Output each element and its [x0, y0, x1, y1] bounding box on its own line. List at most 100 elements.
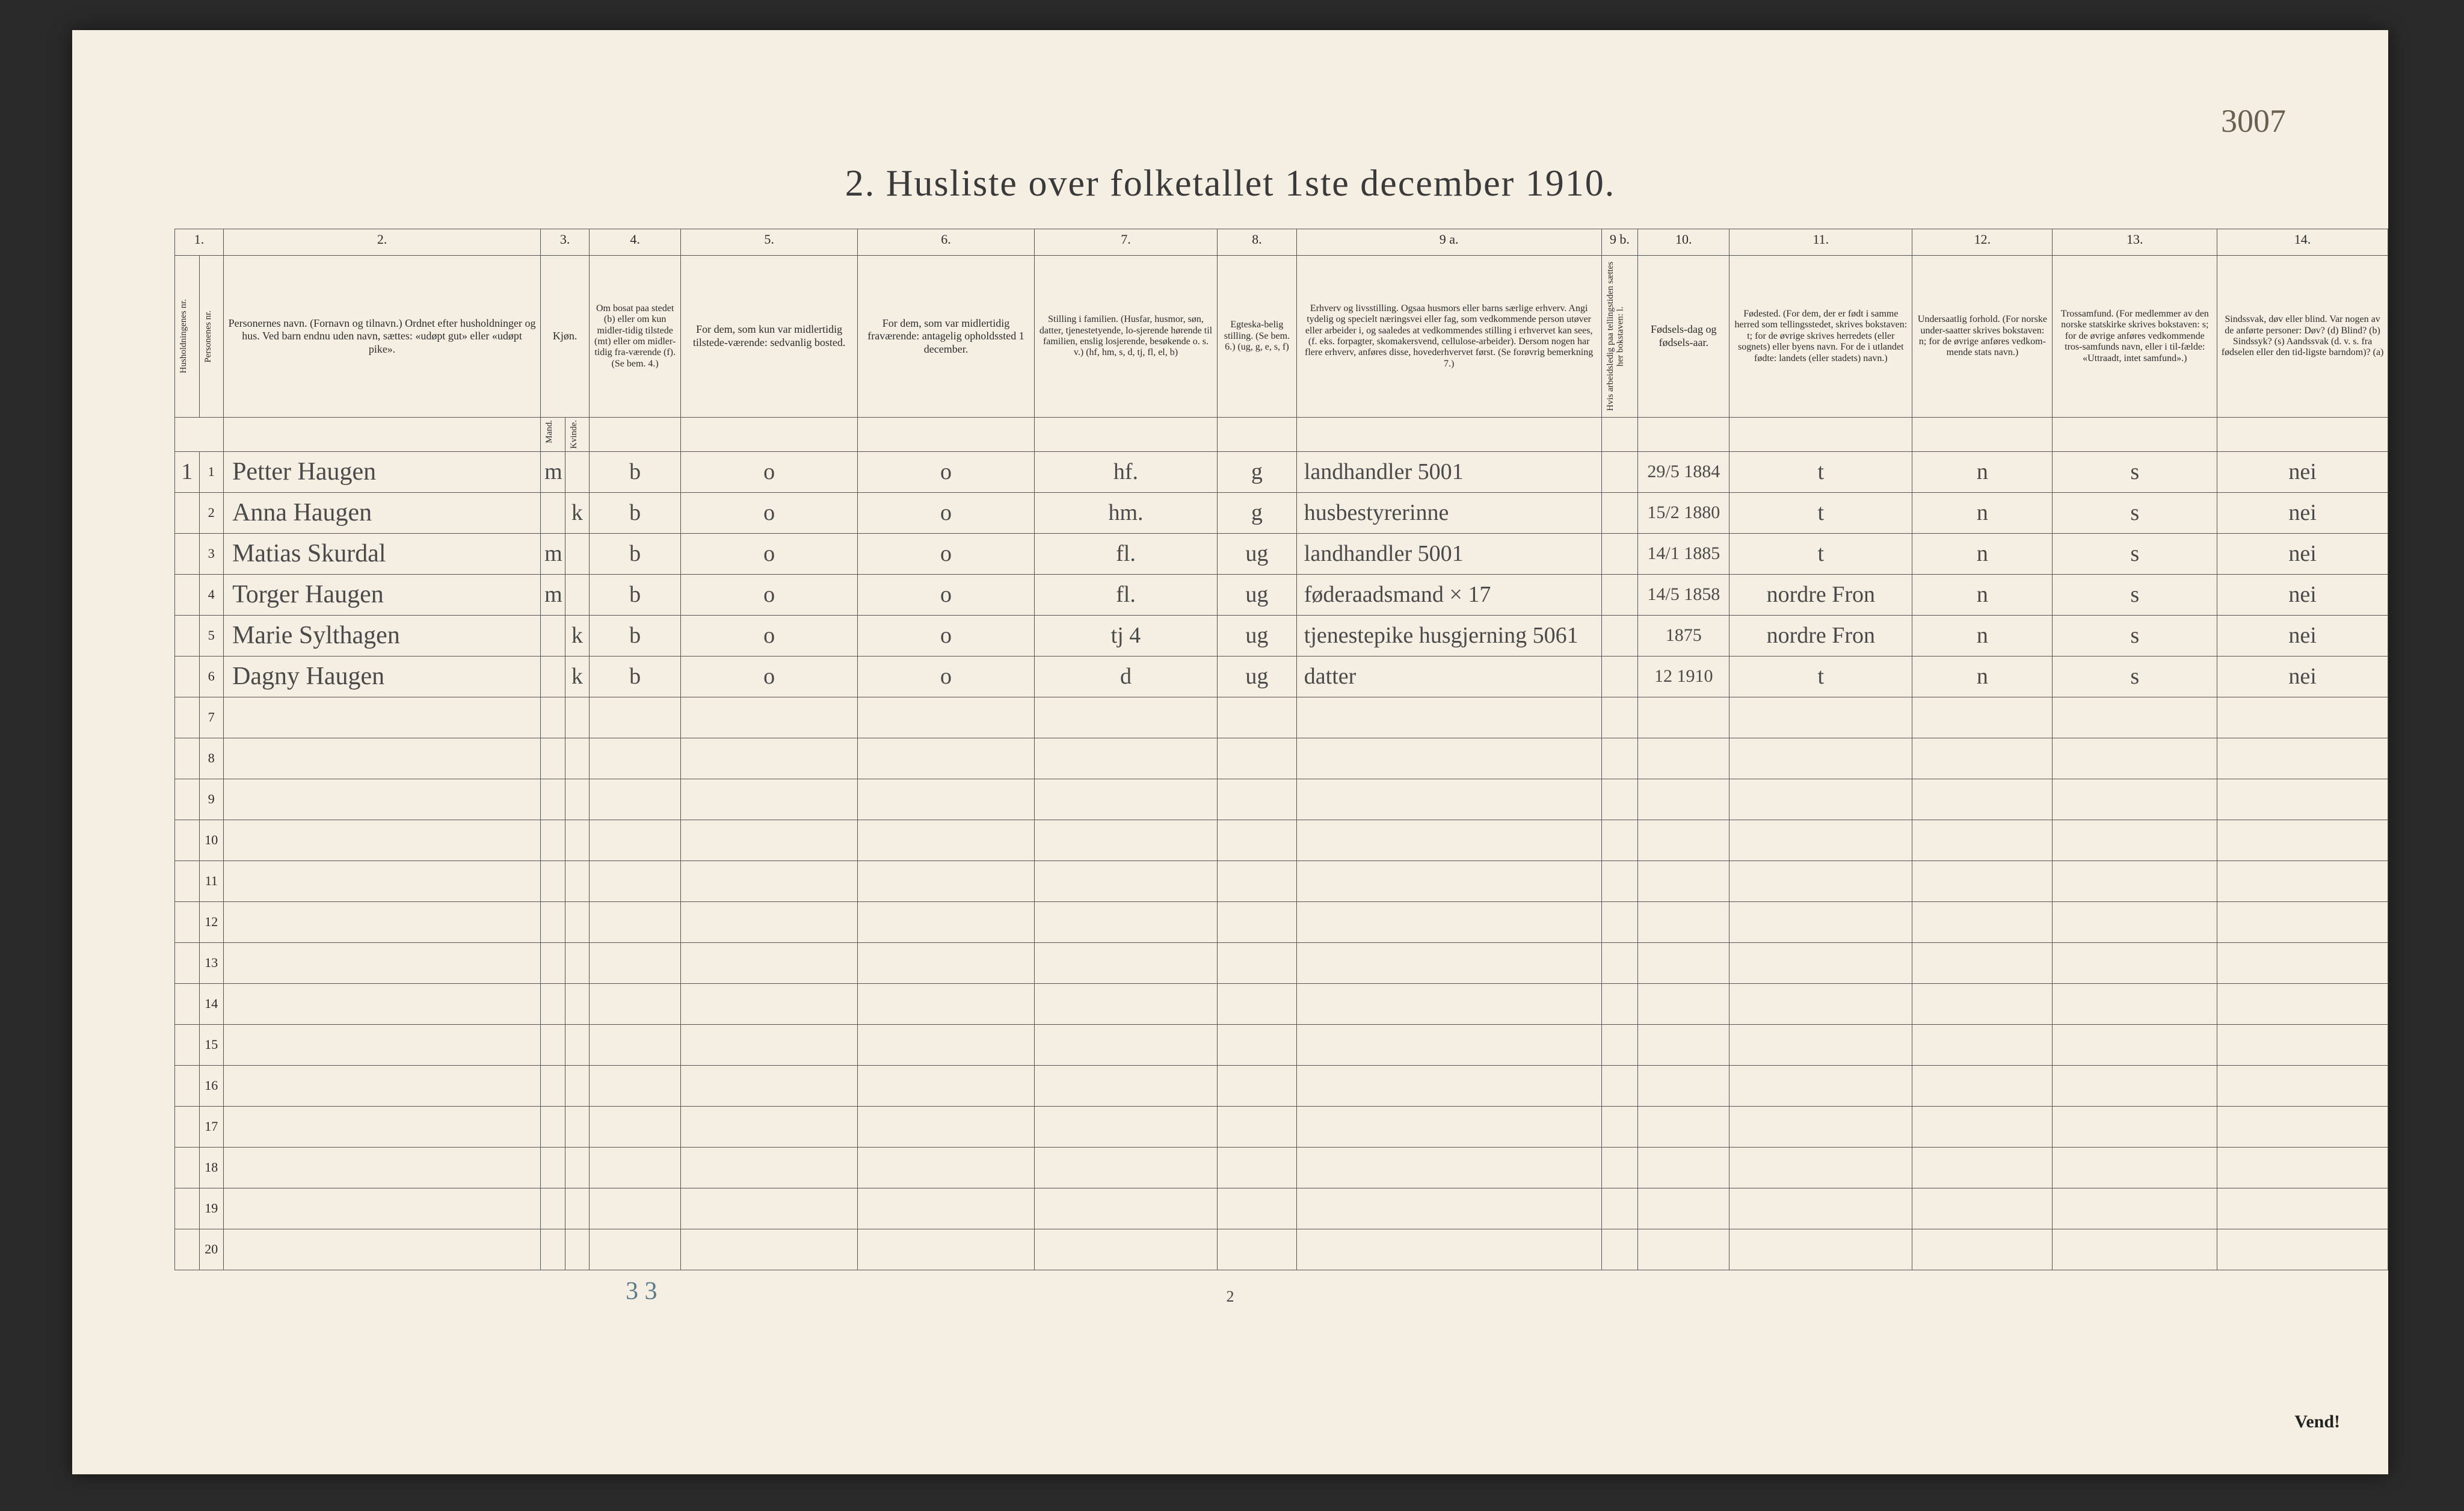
cell-name: Marie Sylthagen [224, 615, 541, 656]
cell-c8 [1218, 820, 1297, 861]
cell-hnr [175, 1147, 200, 1188]
cell-name [224, 1024, 541, 1065]
cell-mand [541, 656, 565, 697]
cell-tros: s [2053, 451, 2217, 492]
cell-c8 [1218, 1106, 1297, 1147]
hdr-sindssvak: Sindssvak, døv eller blind. Var nogen av… [2217, 256, 2388, 418]
colnum-9a: 9 a. [1296, 229, 1601, 256]
sub-blank-11 [1729, 418, 1912, 452]
cell-fodsel [1638, 861, 1729, 901]
cell-c6: o [858, 615, 1035, 656]
cell-hnr [175, 901, 200, 942]
cell-fodsel [1638, 1065, 1729, 1106]
cell-kvinde [565, 1229, 590, 1270]
hdr-bosat: Om bosat paa stedet (b) eller om kun mid… [590, 256, 681, 418]
cell-c6 [858, 697, 1035, 738]
cell-kvinde: k [565, 492, 590, 533]
cell-fodested [1729, 779, 1912, 820]
cell-name [224, 820, 541, 861]
cell-fodested [1729, 738, 1912, 779]
cell-c5 [681, 738, 858, 779]
cell-hnr [175, 533, 200, 574]
cell-undersaat: n [1912, 451, 2053, 492]
cell-c9b [1601, 861, 1638, 901]
column-subheader-row: Mand. Kvinde. [175, 418, 2388, 452]
cell-erhverv [1296, 820, 1601, 861]
cell-pnr: 1 [199, 451, 224, 492]
cell-c8: ug [1218, 533, 1297, 574]
cell-bosat [590, 1024, 681, 1065]
column-number-row: 1. 2. 3. 4. 5. 6. 7. 8. 9 a. 9 b. 10. 11… [175, 229, 2388, 256]
cell-pnr: 10 [199, 820, 224, 861]
cell-fodsel [1638, 820, 1729, 861]
cell-c7 [1034, 1106, 1217, 1147]
cell-bosat [590, 1229, 681, 1270]
cell-name: Matias Skurdal [224, 533, 541, 574]
cell-undersaat: n [1912, 656, 2053, 697]
cell-sindssvak [2217, 983, 2388, 1024]
cell-sindssvak [2217, 861, 2388, 901]
cell-mand [541, 1024, 565, 1065]
cell-tros [2053, 1147, 2217, 1188]
cell-fodested [1729, 1106, 1912, 1147]
cell-c5: o [681, 533, 858, 574]
cell-fodsel [1638, 738, 1729, 779]
cell-sindssvak [2217, 1147, 2388, 1188]
cell-kvinde [565, 820, 590, 861]
sub-blank-14 [2217, 418, 2388, 452]
cell-undersaat [1912, 1147, 2053, 1188]
cell-c8 [1218, 1065, 1297, 1106]
cell-pnr: 4 [199, 574, 224, 615]
footer-page-number: 2 [1227, 1288, 1234, 1306]
cell-mand [541, 942, 565, 983]
cell-pnr: 8 [199, 738, 224, 779]
cell-tros [2053, 901, 2217, 942]
sub-blank-4 [590, 418, 681, 452]
cell-fodsel [1638, 697, 1729, 738]
cell-undersaat: n [1912, 574, 2053, 615]
cell-name [224, 901, 541, 942]
cell-kvinde [565, 738, 590, 779]
cell-c6 [858, 820, 1035, 861]
cell-tros [2053, 1188, 2217, 1229]
cell-undersaat [1912, 1065, 2053, 1106]
cell-c9b [1601, 820, 1638, 861]
cell-tros [2053, 1229, 2217, 1270]
cell-mand: m [541, 533, 565, 574]
sub-blank-12 [1912, 418, 2053, 452]
table-header: 1. 2. 3. 4. 5. 6. 7. 8. 9 a. 9 b. 10. 11… [175, 229, 2388, 452]
sub-blank-2 [224, 418, 541, 452]
table-row: 11Petter Haugenmboohf.glandhandler 50012… [175, 451, 2388, 492]
sub-blank-1 [175, 418, 224, 452]
footer-tally: 3 3 [626, 1277, 658, 1306]
cell-c5 [681, 1188, 858, 1229]
cell-name [224, 738, 541, 779]
cell-erhverv: datter [1296, 656, 1601, 697]
cell-c8 [1218, 983, 1297, 1024]
hdr-erhverv: Erhverv og livsstilling. Ogsaa husmors e… [1296, 256, 1601, 418]
cell-fodested [1729, 1147, 1912, 1188]
top-right-annotation: 3007 [2221, 102, 2286, 140]
cell-c5 [681, 901, 858, 942]
cell-undersaat [1912, 820, 2053, 861]
cell-bosat [590, 1188, 681, 1229]
cell-mand [541, 615, 565, 656]
cell-kvinde [565, 779, 590, 820]
cell-undersaat [1912, 779, 2053, 820]
cell-c6 [858, 1024, 1035, 1065]
table-row-empty: 19 [175, 1188, 2388, 1229]
cell-c9b [1601, 1106, 1638, 1147]
cell-erhverv [1296, 779, 1601, 820]
hdr-fodselsdag: Fødsels-dag og fødsels-aar. [1638, 256, 1729, 418]
cell-pnr: 18 [199, 1147, 224, 1188]
cell-c9b [1601, 615, 1638, 656]
cell-hnr [175, 697, 200, 738]
cell-undersaat: n [1912, 615, 2053, 656]
sub-blank-9a [1296, 418, 1601, 452]
colnum-1: 1. [175, 229, 224, 256]
cell-kvinde [565, 901, 590, 942]
cell-erhverv [1296, 983, 1601, 1024]
cell-hnr [175, 983, 200, 1024]
cell-fodested [1729, 942, 1912, 983]
cell-pnr: 17 [199, 1106, 224, 1147]
